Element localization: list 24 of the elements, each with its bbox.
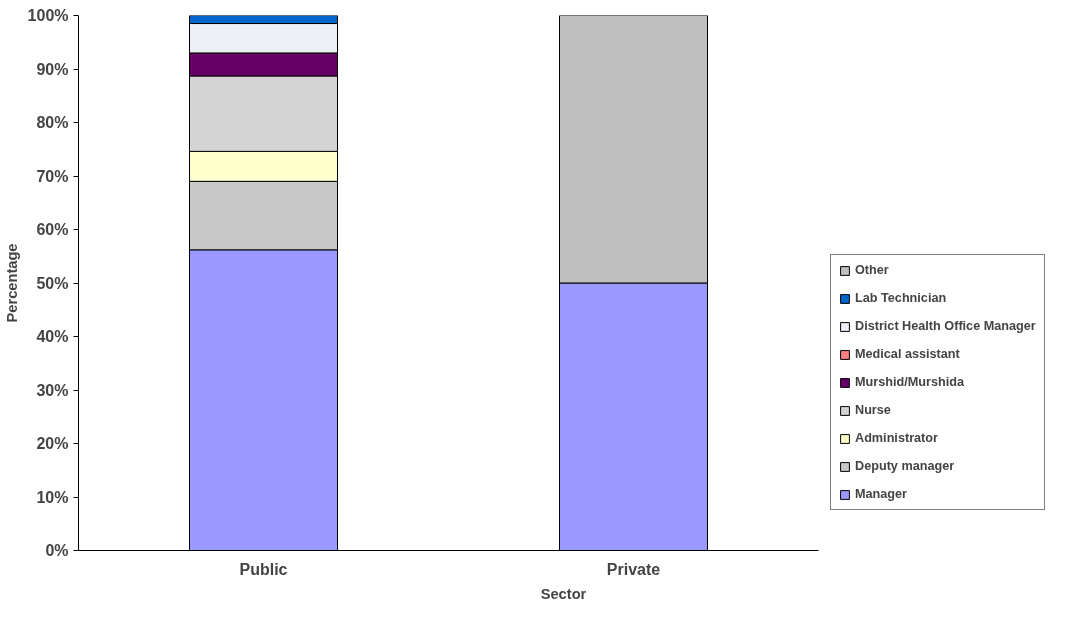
x-axis-title: Sector [540,585,587,602]
x-tick-label: Public [239,560,288,578]
x-tick-label: Private [606,560,661,578]
legend-label: Administrator [855,431,938,445]
legend-label: Other [855,263,889,277]
y-tick-label: 20% [36,435,69,452]
legend-label: Nurse [855,403,891,417]
y-tick-label: 90% [36,60,69,78]
y-axis-title: Percentage [3,243,20,323]
y-tick-label: 70% [36,167,69,185]
legend-label: Medical assistant [855,347,960,361]
y-tick-label: 10% [36,488,69,506]
y-tick-label: 60% [36,221,69,238]
y-tick-label: 40% [36,328,69,345]
y-tick-label: 0% [45,542,69,559]
y-tick-label: 80% [36,114,69,131]
legend-label: Murshid/Murshida [855,375,964,389]
legend-label: Manager [855,487,908,501]
legend-label: Deputy manager [855,459,955,473]
y-tick-label: 100% [27,7,69,24]
legend-label: District Health Office Manager [855,319,1036,333]
legend-label: Lab Technician [855,291,947,305]
y-tick-label: 50% [36,274,69,292]
y-tick-label: 30% [36,381,69,399]
